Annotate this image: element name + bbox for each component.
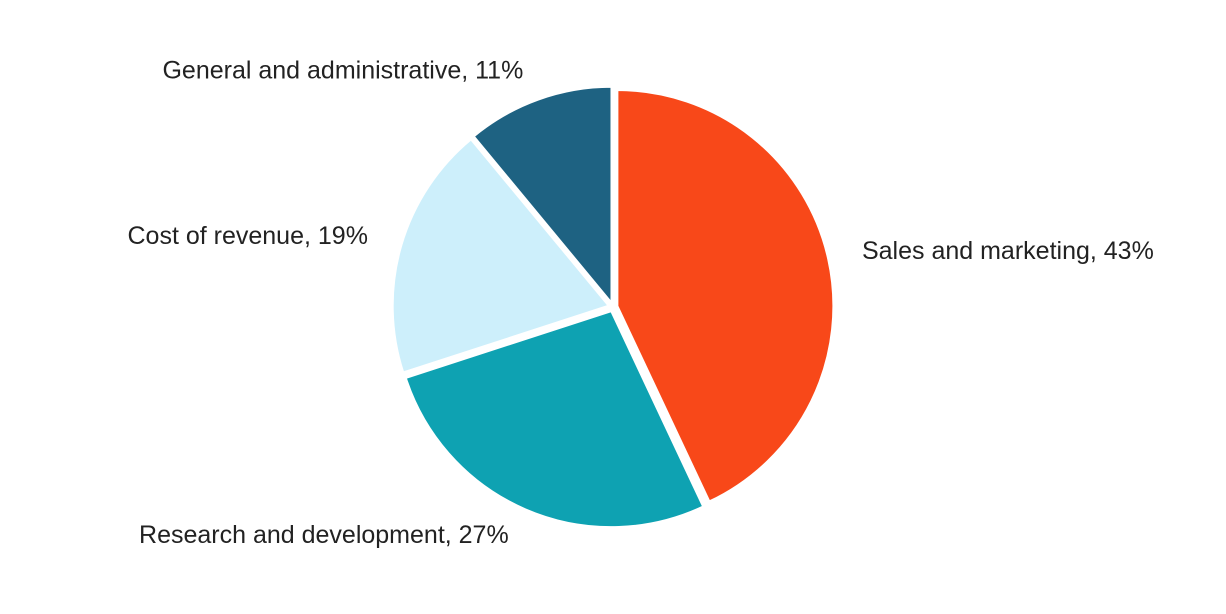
pie-label-research-and-development: Research and development, 27% — [139, 521, 509, 549]
pie-label-sales-and-marketing: Sales and marketing, 43% — [862, 237, 1154, 265]
pie-slices — [391, 85, 835, 529]
pie-slice-general-and-administrative — [472, 85, 613, 306]
pie-slice-research-and-development — [404, 309, 705, 529]
pie-slice-cost-of-revenue — [391, 137, 611, 374]
pie-labels: Sales and marketing, 43% Research and dev… — [128, 56, 1154, 549]
pie-label-general-and-administrative: General and administrative, 11% — [162, 56, 523, 84]
pie-label-cost-of-revenue: Cost of revenue, 19% — [128, 222, 368, 250]
pie-slice-sales-and-marketing — [616, 89, 835, 503]
